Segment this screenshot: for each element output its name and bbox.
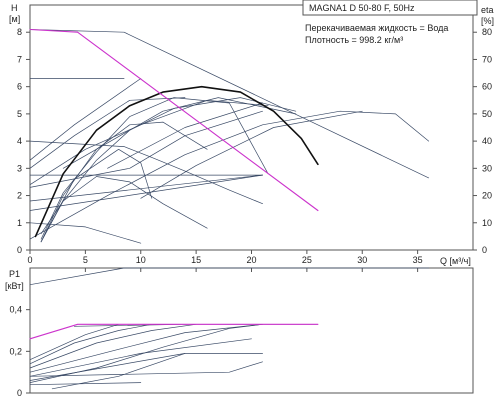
head-plot-frame <box>29 4 474 251</box>
eta-tick-label: 10 <box>482 218 492 228</box>
head-curve-thin-0 <box>29 29 430 179</box>
series-layer <box>29 28 430 390</box>
flow-axis-label: Q [м³/ч] <box>440 256 471 266</box>
x-tick-label: 30 <box>357 255 367 265</box>
power-curve-thin-8 <box>51 353 186 390</box>
power-curve-thin-4 <box>29 323 263 373</box>
y-tick-label: 7 <box>17 54 22 64</box>
power-curve-highlight-12 <box>29 323 319 340</box>
eta-tick-label: 70 <box>482 54 492 64</box>
eta-tick-label: 0 <box>482 245 487 255</box>
power-curve-thin-3 <box>29 338 252 377</box>
head-curve-thin-16 <box>29 110 430 240</box>
eta-axis-unit: [%] <box>481 16 494 26</box>
y-tick-label: 6 <box>17 82 22 92</box>
eta-tick-label: 50 <box>482 109 492 119</box>
head-curve-thin-11 <box>40 176 208 235</box>
x-tick-label: 20 <box>246 255 256 265</box>
eta-tick-label: 20 <box>482 191 492 201</box>
power-curve-thin-0 <box>29 267 430 286</box>
y-tick-label: 0 <box>17 245 22 255</box>
head-curve-thin-12 <box>29 99 269 186</box>
tick-layer: 0 5 10 15 20 25 30 3501234567801020304050607080… <box>9 27 492 398</box>
x-tick-label: 5 <box>83 255 88 265</box>
power-curve-thin-10 <box>29 361 263 377</box>
y-tick-label: 4 <box>17 136 22 146</box>
eta-tick-label: 60 <box>482 82 492 92</box>
head-curve-thin-13 <box>29 78 142 161</box>
power-tick-label: 0 <box>17 388 22 398</box>
head-curve-thin-19 <box>107 102 263 169</box>
y-tick-label: 5 <box>17 109 22 119</box>
head-curve-thin-10 <box>40 148 153 243</box>
y-tick-label: 1 <box>17 218 22 228</box>
head-curve-thin-8 <box>40 97 269 240</box>
eta-tick-label: 80 <box>482 27 492 37</box>
model-label: MAGNA1 D 50-80 F, 50Hz <box>309 3 415 13</box>
eta-axis-label: eta <box>481 5 494 15</box>
head-curve-bold-20 <box>34 85 319 238</box>
x-tick-label: 25 <box>302 255 312 265</box>
power-tick-label: 0,4 <box>9 305 22 315</box>
x-tick-label: 35 <box>413 255 423 265</box>
head-axis-label-h: H <box>11 3 18 13</box>
eta-tick-label: 40 <box>482 136 492 146</box>
head-curve-thin-7 <box>40 97 297 243</box>
power-curve-thin-5 <box>29 323 197 369</box>
head-curve-thin-9 <box>40 121 208 243</box>
x-tick-label: 15 <box>191 255 201 265</box>
power-plot-frame <box>29 267 474 394</box>
power-curve-thin-6 <box>29 323 153 365</box>
model-header-box <box>302 0 478 16</box>
head-curve-thin-17 <box>140 110 363 199</box>
head-curve-thin-2 <box>29 140 263 205</box>
head-axis-label-unit: [м] <box>9 14 20 24</box>
head-curve-thin-15 <box>29 110 263 188</box>
head-curve-highlight-21 <box>29 28 319 212</box>
y-tick-label: 2 <box>17 191 22 201</box>
power-axis-label-unit: [кВт] <box>5 281 24 291</box>
head-curve-thin-14 <box>29 97 186 169</box>
y-tick-label: 3 <box>17 163 22 173</box>
eta-tick-label: 30 <box>482 163 492 173</box>
power-axis-label-p1: P1 <box>9 269 20 279</box>
power-curve-thin-1 <box>29 382 142 386</box>
x-tick-label: 10 <box>136 255 146 265</box>
head-curve-thin-18 <box>62 97 297 169</box>
power-curve-thin-9 <box>29 323 263 383</box>
power-curve-thin-7 <box>29 323 119 361</box>
power-tick-label: 0,2 <box>9 346 22 356</box>
x-tick-label: 0 <box>27 255 32 265</box>
y-tick-label: 8 <box>17 27 22 37</box>
density-label: Плотность = 998.2 кг/м³ <box>305 35 403 45</box>
liquid-label: Перекачиваемая жидкость = Вода <box>305 23 448 33</box>
